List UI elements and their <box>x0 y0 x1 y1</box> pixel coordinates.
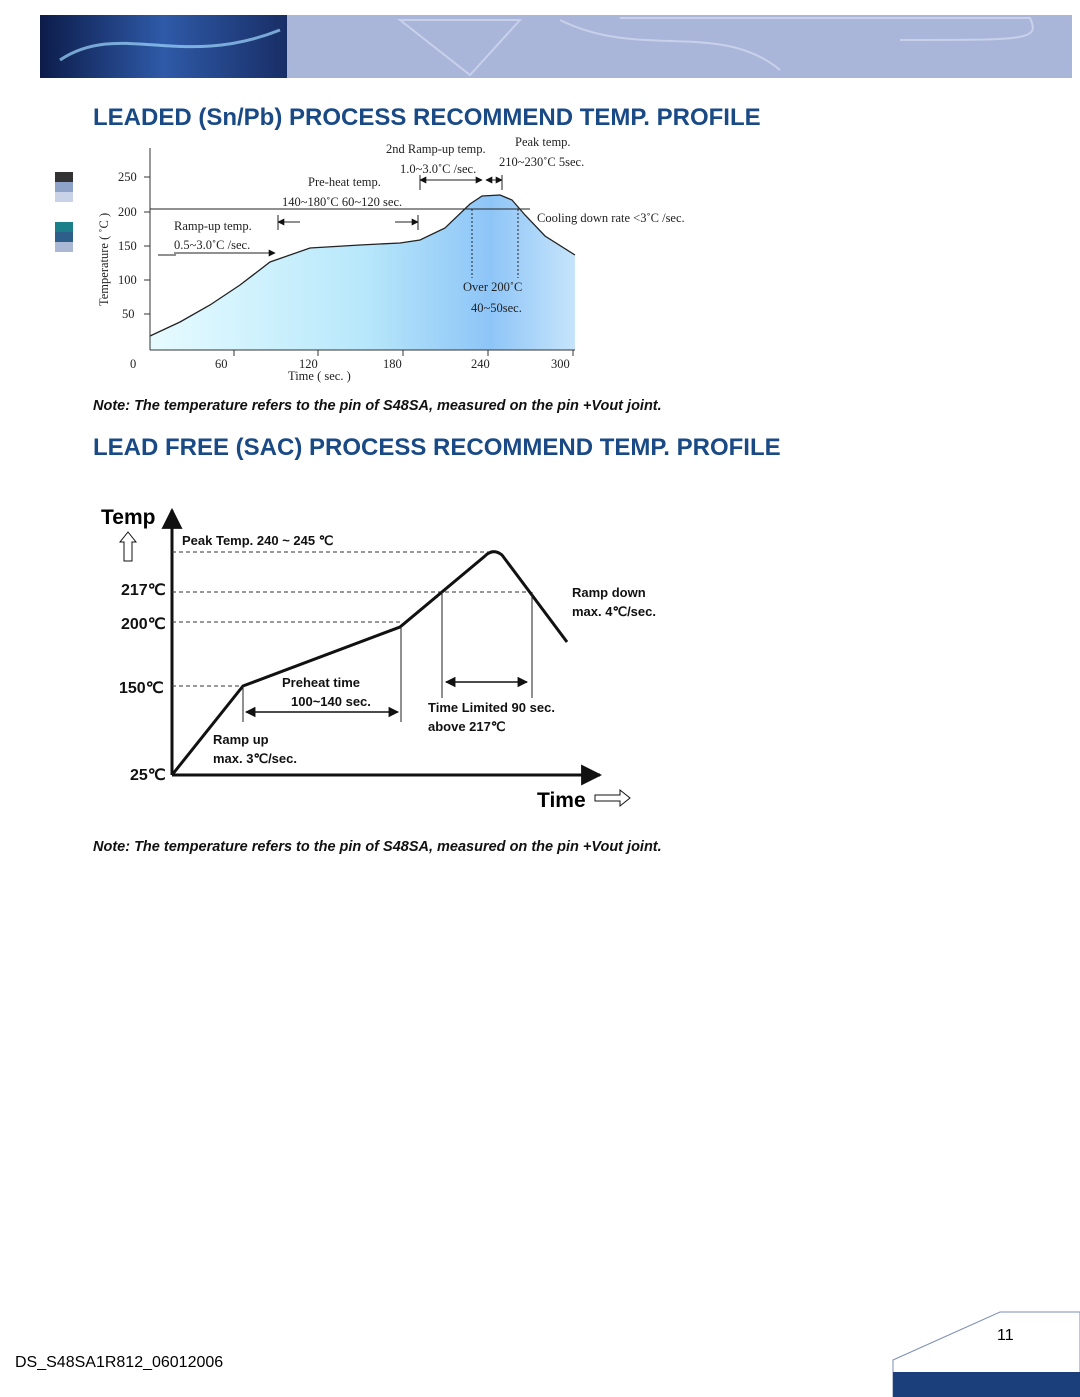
y-tick-label: 200 <box>118 205 137 219</box>
up-arrow-icon <box>118 531 138 562</box>
x-tick-label: 240 <box>471 357 490 371</box>
annotation: Ramp-up temp. <box>174 219 252 233</box>
level-label: 200℃ <box>121 616 166 633</box>
annotation: 2nd Ramp-up temp. <box>386 142 486 156</box>
annotation: 140~180˚C 60~120 sec. <box>282 195 402 209</box>
leadfree-chart: Temp Time 217℃ 200℃ 150℃ 25℃ Peak Temp. … <box>101 506 656 812</box>
annotation: 1.0~3.0˚C /sec. <box>400 162 476 176</box>
x-ticks: 0 60 120 180 240 300 <box>130 350 574 371</box>
annotation: above 217℃ <box>428 719 505 734</box>
annotation: Time Limited 90 sec. <box>428 700 555 715</box>
profile-area <box>150 195 575 350</box>
y-tick-label: 100 <box>118 273 137 287</box>
section-title: LEADED (Sn/Pb) PROCESS RECOMMEND TEMP. P… <box>93 104 761 131</box>
y-axis-label: Temperature ( ˚C ) <box>97 213 111 306</box>
y-tick-label: 150 <box>118 239 137 253</box>
y-tick-label: 250 <box>118 170 137 184</box>
y-axis-label: Temp <box>101 506 155 529</box>
annotation: Over 200˚C <box>463 280 522 294</box>
annotation: Ramp up <box>213 732 269 747</box>
annotation: max. 4℃/sec. <box>572 604 656 619</box>
side-swatches <box>55 172 73 252</box>
level-label: 25℃ <box>130 767 166 784</box>
x-tick-label: 300 <box>551 357 570 371</box>
footer: DS_S48SA1R812_06012006 11 <box>15 1311 1080 1397</box>
y-ticks: 250 200 150 100 50 <box>118 170 150 321</box>
y-tick-label: 50 <box>122 307 135 321</box>
corner-bar <box>893 1372 1080 1397</box>
profile-line <box>149 194 576 337</box>
annotation: 100~140 sec. <box>291 694 371 709</box>
x-tick-label: 180 <box>383 357 402 371</box>
x-tick-label: 0 <box>130 357 136 371</box>
note: Note: The temperature refers to the pin … <box>93 398 662 414</box>
level-label: 217℃ <box>121 582 166 599</box>
annotation: Peak Temp. 240 ~ 245 ℃ <box>182 533 333 548</box>
right-arrow-icon <box>594 788 631 808</box>
note: Note: The temperature refers to the pin … <box>93 839 662 855</box>
annotation: Preheat time <box>282 675 360 690</box>
annotation: max. 3℃/sec. <box>213 751 297 766</box>
doc-id: DS_S48SA1R812_06012006 <box>15 1354 223 1371</box>
banner <box>40 15 1072 78</box>
annotation: 40~50sec. <box>471 301 522 315</box>
annotation: Pre-heat temp. <box>308 175 381 189</box>
annotation: 0.5~3.0˚C /sec. <box>174 238 250 252</box>
x-tick-label: 60 <box>215 357 228 371</box>
x-tick-label: 120 <box>299 357 318 371</box>
annotation: Cooling down rate <3˚C /sec. <box>537 211 685 225</box>
annotation: Ramp down <box>572 585 646 600</box>
leaded-chart: 250 200 150 100 50 0 60 120 180 240 300 … <box>97 135 685 383</box>
section-title: LEAD FREE (SAC) PROCESS RECOMMEND TEMP. … <box>93 434 781 461</box>
x-axis-label: Time <box>537 789 586 812</box>
profile-line <box>170 550 569 776</box>
x-axis-label: Time ( sec. ) <box>288 369 351 383</box>
level-label: 150℃ <box>119 680 164 697</box>
annotation: Peak temp. <box>515 135 571 149</box>
annotation: 210~230˚C 5sec. <box>499 155 584 169</box>
page-number: 11 <box>997 1327 1014 1344</box>
